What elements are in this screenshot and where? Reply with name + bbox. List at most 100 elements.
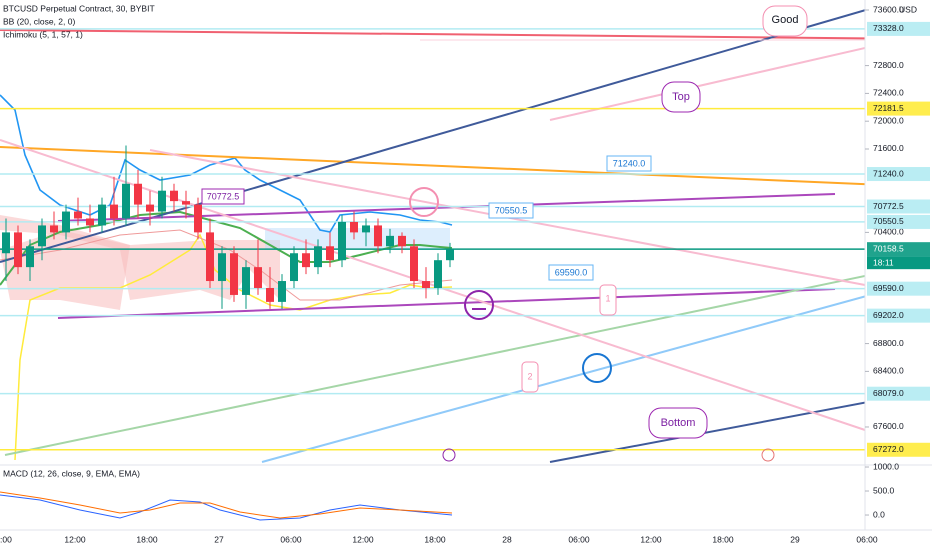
y-tick-label: 70400.0 [873, 227, 904, 237]
level-badge [867, 199, 930, 214]
candle-body [242, 267, 250, 295]
x-tick-label: 12:00 [64, 534, 86, 544]
candle-body [326, 246, 334, 261]
y-tick-label: 72800.0 [873, 60, 904, 70]
annotation: 69590.0 [555, 267, 588, 277]
trend-line [57, 193, 836, 222]
candle-body [422, 281, 430, 288]
candle-body [230, 253, 238, 295]
candle-body [170, 190, 178, 202]
candle-body [266, 287, 274, 302]
annotation: Bottom [661, 417, 696, 429]
candle-body [290, 253, 298, 282]
x-tick-label: 18:00 [424, 534, 446, 544]
level-badge [867, 281, 930, 296]
candle-body [302, 253, 310, 268]
candle-body [122, 183, 130, 219]
drawings [0, 0, 932, 463]
y-tick-label: 71600.0 [873, 143, 904, 153]
annotation: Top [672, 91, 690, 103]
annotation: 70772.5 [207, 191, 240, 201]
trend-line [4, 261, 932, 456]
candle-body [338, 221, 346, 261]
x-tick-label: 29 [790, 534, 800, 544]
candle-body [26, 246, 34, 268]
candle-body [374, 225, 382, 247]
x-tick-label: 06:00 [856, 534, 878, 544]
y-tick-label: 72000.0 [873, 115, 904, 125]
countdown-badge [867, 256, 930, 270]
candle-body [38, 225, 46, 247]
annotation: 70550.5 [495, 205, 528, 215]
x-tick-label: 12:00 [352, 534, 374, 544]
level-label: 69202.0 [873, 310, 904, 320]
candle-body [350, 221, 358, 233]
candle-body [410, 246, 418, 282]
x-tick-label: 12:00 [640, 534, 662, 544]
annotation: Good [772, 14, 799, 26]
macd-lines [0, 491, 453, 521]
level-badge [867, 21, 930, 36]
candle-body [110, 204, 118, 219]
candle-body [74, 211, 82, 219]
level-badge [867, 214, 930, 229]
candle-body [254, 267, 262, 288]
candle-body [278, 281, 286, 302]
y-tick-label: 67600.0 [873, 421, 904, 431]
trend-line [0, 0, 901, 263]
annotation: 71240.0 [613, 158, 646, 168]
level-label: 70772.5 [873, 201, 904, 211]
annotation: 2 [527, 371, 532, 381]
x-tick-label: 28 [502, 534, 512, 544]
currency: USD [899, 4, 917, 14]
x-tick-label: 18:00 [136, 534, 158, 544]
candle-body [146, 204, 154, 212]
y-tick-label: 68800.0 [873, 338, 904, 348]
y-tick-label: 68400.0 [873, 366, 904, 376]
y-tick-label: 0.0 [873, 509, 885, 519]
candle-body [434, 260, 442, 288]
x-tick-label: 06:00 [568, 534, 590, 544]
trend-line [261, 277, 932, 463]
indicator-label: BB (20, close, 2, 0) [3, 16, 75, 26]
indicator-label: MACD (12, 26, close, 9, EMA, EMA) [3, 468, 140, 478]
candle-body [62, 211, 70, 233]
candle-body [386, 235, 394, 247]
level-label: 70158.5 [873, 243, 904, 253]
y-tick-label: 72400.0 [873, 88, 904, 98]
x-tick-label: 18:00 [712, 534, 734, 544]
x-tick-label: 06:00 [280, 534, 302, 544]
level-label: 73328.0 [873, 23, 904, 33]
candle-body [314, 246, 322, 268]
indicator-label: Ichimoku (5, 1, 57, 1) [3, 29, 83, 39]
level-badge [867, 386, 930, 401]
candle-body [398, 235, 406, 247]
level-label: 67272.0 [873, 444, 904, 454]
candle-body [194, 204, 202, 233]
candle-body [2, 232, 10, 254]
candle-body [134, 183, 142, 205]
x-tick-label: 27 [214, 534, 224, 544]
candle-body [206, 232, 214, 282]
candle-body [14, 232, 22, 268]
candle-body [98, 204, 106, 226]
x-tick-label: :00 [0, 534, 12, 544]
trend-line [0, 146, 932, 188]
level-label: 71240.0 [873, 168, 904, 178]
candle-body [446, 249, 454, 261]
candle-body [50, 225, 58, 233]
level-label: 68079.0 [873, 388, 904, 398]
level-badge [867, 101, 930, 116]
trend-line [57, 288, 836, 319]
level-label: 69590.0 [873, 283, 904, 293]
annotation: 1 [605, 293, 610, 303]
candle-body [218, 253, 226, 282]
level-badge [867, 167, 930, 182]
candle-body [362, 225, 370, 233]
level-badge [867, 242, 930, 257]
trend-line [549, 39, 901, 121]
level-label: 70550.5 [873, 216, 904, 226]
emoji [409, 187, 775, 462]
header-title: BTCUSD Perpetual Contract, 30, BYBIT [3, 3, 155, 13]
